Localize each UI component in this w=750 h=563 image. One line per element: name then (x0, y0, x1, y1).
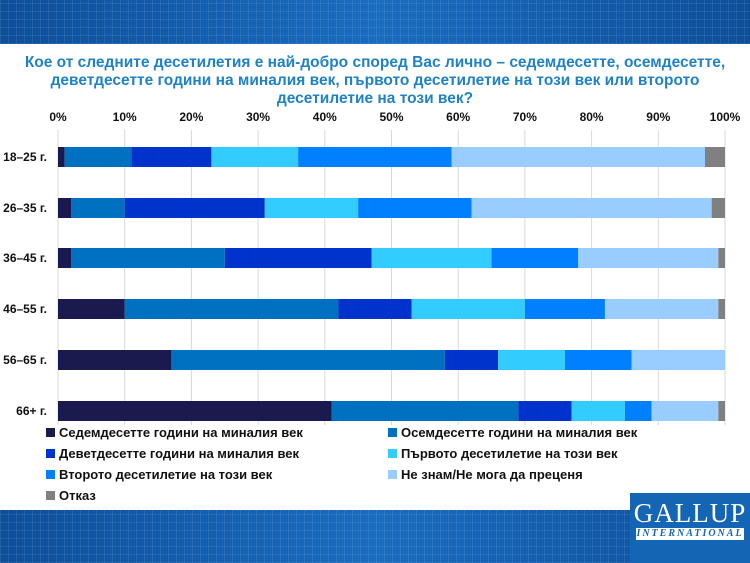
header-banner (0, 0, 750, 44)
y-category-label: 56–65 г. (3, 353, 47, 367)
bar-segment (58, 198, 72, 218)
legend-item: Осемдесетте години на миналия век (388, 425, 637, 440)
y-category-label: 36–45 г. (3, 251, 47, 265)
legend-swatch (46, 470, 55, 479)
bar-segment (211, 147, 299, 167)
y-category-label: 26–35 г. (3, 201, 47, 215)
bar-segment (71, 248, 225, 268)
bar-segment (451, 147, 705, 167)
x-tick-label: 20% (179, 110, 203, 124)
bar-segment (131, 147, 212, 167)
logo-name: GALLUP (633, 498, 747, 528)
bar-segment (224, 248, 372, 268)
gallup-logo: GALLUP INTERNATIONAL (630, 493, 750, 563)
bar-segment (571, 401, 625, 421)
bar-segment (718, 299, 725, 319)
legend-item: Първото десетилетие на този век (388, 446, 618, 461)
bar-segment (718, 401, 725, 421)
legend-item: Отказ (46, 488, 96, 503)
legend-label: Второто десетилетие на този век (59, 467, 273, 482)
x-tick-label: 90% (646, 110, 670, 124)
bar-segment (704, 147, 725, 167)
bar-segment (518, 401, 572, 421)
bar-segment (624, 401, 652, 421)
bar-segment (58, 401, 332, 421)
x-tick-label: 10% (113, 110, 137, 124)
x-tick-label: 60% (446, 110, 470, 124)
y-category-label: 46–55 г. (3, 302, 47, 316)
bar-segment (331, 401, 519, 421)
footer-banner (0, 510, 750, 563)
x-tick-label: 50% (379, 110, 403, 124)
legend-item: Не знам/Не мога да преценя (388, 467, 583, 482)
y-category-label: 18–25 г. (3, 150, 47, 164)
bar-segment (71, 198, 125, 218)
bar-segment (338, 299, 412, 319)
legend-swatch (388, 470, 397, 479)
bar-segment (58, 350, 172, 370)
bar-segment (604, 299, 719, 319)
bar-segment (491, 248, 579, 268)
x-tick-label: 0% (49, 110, 67, 124)
legend-swatch (46, 491, 55, 500)
x-tick-label: 40% (313, 110, 337, 124)
bar-segment (578, 248, 719, 268)
bar-segment (358, 198, 472, 218)
x-tick-label: 30% (246, 110, 270, 124)
legend-label: Отказ (59, 488, 96, 503)
bar-segment (631, 350, 725, 370)
legend-label: Осемдесетте години на миналия век (401, 425, 638, 440)
bar-segment (371, 248, 492, 268)
legend-item: Седемдесетте години на миналия век (46, 425, 303, 440)
legend-label: Не знам/Не мога да преценя (401, 467, 583, 482)
bar-segment (298, 147, 452, 167)
bar-segment (58, 147, 65, 167)
legend-item: Деветдесетте години на миналия век (46, 446, 299, 461)
bar-segment (651, 401, 719, 421)
x-tick-label: 80% (580, 110, 604, 124)
bar-segment (58, 248, 72, 268)
bar-segment (711, 198, 725, 218)
bar-segment (564, 350, 632, 370)
legend-item: Второто десетилетие на този век (46, 467, 272, 482)
bar-segment (124, 198, 265, 218)
chart-title: Кое от следните десетилетия е най-добро … (24, 54, 726, 107)
bar-segment (124, 299, 339, 319)
bar-segment (264, 198, 359, 218)
bar-segment (524, 299, 605, 319)
bar-segment (471, 198, 712, 218)
legend-swatch (388, 449, 397, 458)
bar-segment (58, 299, 125, 319)
x-tick-label: 100% (710, 110, 741, 124)
legend-label: Деветдесетте години на миналия век (59, 446, 299, 461)
legend-swatch (388, 428, 397, 437)
y-category-label: 66+ г. (16, 404, 47, 418)
logo-sub: INTERNATIONAL (636, 528, 744, 540)
legend-label: Първото десетилетие на този век (401, 446, 618, 461)
bar-segment (411, 299, 525, 319)
x-tick-label: 70% (513, 110, 537, 124)
legend-swatch (46, 428, 55, 437)
bar-segment (171, 350, 445, 370)
bar-segment (64, 147, 132, 167)
legend-swatch (46, 449, 55, 458)
bar-segment (498, 350, 565, 370)
bar-segment (444, 350, 499, 370)
legend-label: Седемдесетте години на миналия век (59, 425, 303, 440)
bar-segment (718, 248, 725, 268)
